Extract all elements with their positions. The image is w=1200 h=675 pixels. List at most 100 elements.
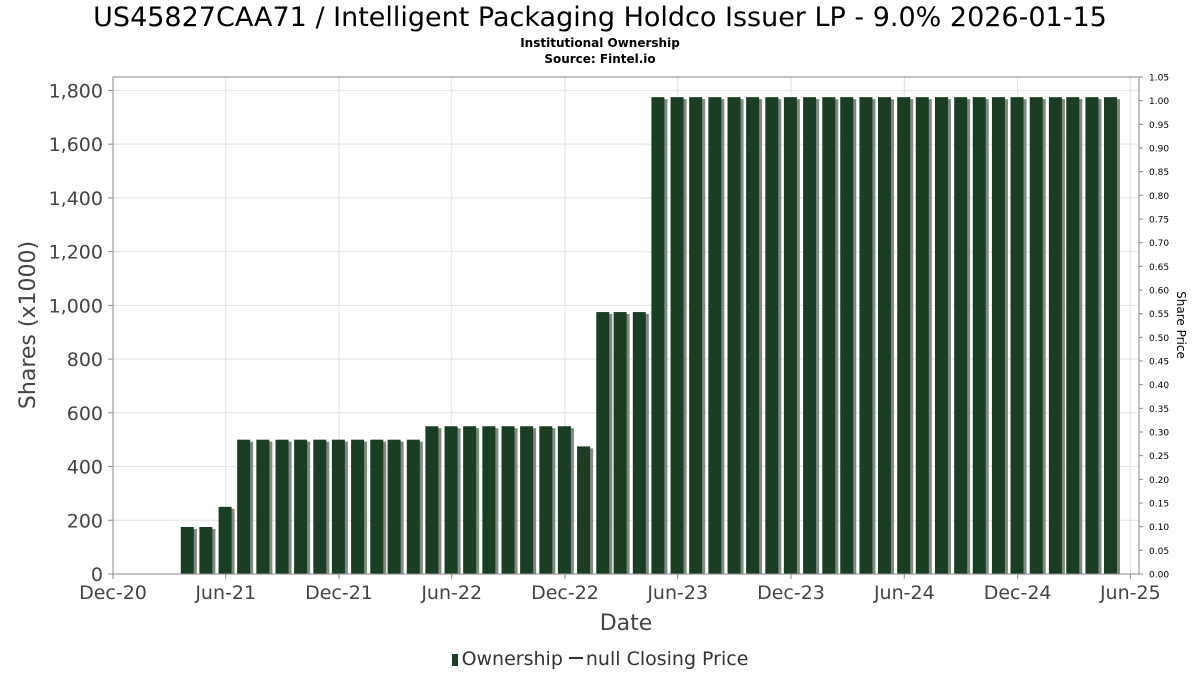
ownership-bar xyxy=(1066,97,1080,574)
y-axis-label: Shares (x1000) xyxy=(16,241,41,409)
y2-tick-label: 0.30 xyxy=(1149,429,1169,439)
ownership-bar xyxy=(577,446,591,574)
ownership-bar xyxy=(954,97,968,574)
y-axis: 0 200 400 600 800 1,000 1,200 1,400 1,600 1,800 xyxy=(49,80,113,586)
y2-tick-label: 0.50 xyxy=(1149,334,1169,344)
y2-tick-label: 0.85 xyxy=(1149,168,1169,178)
x-tick-label: Dec-21 xyxy=(305,582,373,604)
x-axis: Dec-20 Jun-21 Dec-21 Jun-22 Dec-22 Jun-23 Dec-… xyxy=(79,574,1161,604)
y2-tick-label: 0.70 xyxy=(1149,239,1169,249)
y-tick-label: 1,600 xyxy=(49,134,103,156)
y2-tick-label: 0.25 xyxy=(1149,452,1169,462)
ownership-bar xyxy=(783,97,797,574)
y2-tick-label: 0.55 xyxy=(1149,310,1169,320)
legend: Ownership null Closing Price xyxy=(0,647,1200,671)
legend-price-label: null Closing Price xyxy=(585,648,749,670)
ownership-bar xyxy=(387,439,401,574)
y-tick-label: 1,000 xyxy=(49,295,103,317)
y2-axis-label: Share Price xyxy=(1174,291,1188,359)
x-tick-label: Jun-22 xyxy=(420,582,482,604)
y2-tick-label: 0.80 xyxy=(1149,192,1169,202)
ownership-bar xyxy=(520,426,534,574)
ownership-bar xyxy=(1029,97,1043,574)
ownership-bar xyxy=(331,439,345,574)
y2-tick-label: 0.15 xyxy=(1149,500,1169,510)
ownership-legend-swatch xyxy=(451,654,458,666)
ownership-bar xyxy=(370,439,384,574)
ownership-bar xyxy=(180,526,194,574)
x-tick-label: Jun-24 xyxy=(873,582,935,604)
ownership-bar xyxy=(632,312,646,574)
ownership-bar xyxy=(803,97,817,574)
ownership-bar xyxy=(1104,97,1118,574)
ownership-bar xyxy=(294,439,308,574)
chart-source: Source: Fintel.io xyxy=(544,52,656,66)
y2-axis: 0.00 0.05 0.10 0.15 0.20 0.25 0.30 0.35 0.40 0.45… xyxy=(1139,74,1169,581)
x-tick-label: Dec-20 xyxy=(79,582,147,604)
ownership-bar xyxy=(689,97,703,574)
ownership-bar xyxy=(351,439,365,574)
ownership-bar xyxy=(651,97,665,574)
ownership-bar xyxy=(1085,97,1099,574)
y2-tick-label: 0.60 xyxy=(1149,287,1169,297)
chart-title: US45827CAA71 / Intelligent Packaging Hol… xyxy=(93,2,1107,33)
y-tick-label: 400 xyxy=(67,457,103,479)
plot-frame xyxy=(112,76,1140,575)
chart-subtitle: Institutional Ownership xyxy=(520,36,680,50)
y2-tick-label: 1.00 xyxy=(1149,97,1169,107)
y2-tick-label: 0.35 xyxy=(1149,405,1169,415)
ownership-bar xyxy=(972,97,986,574)
y-tick-label: 800 xyxy=(67,349,103,371)
ownership-bar xyxy=(746,97,760,574)
ownership-bar xyxy=(897,97,911,574)
ownership-bar xyxy=(934,97,948,574)
ownership-bar xyxy=(425,426,439,574)
y2-tick-label: 0.65 xyxy=(1149,263,1169,273)
ownership-bar xyxy=(256,439,270,574)
ownership-bar xyxy=(822,97,836,574)
x-tick-label: Jun-25 xyxy=(1099,582,1161,604)
x-tick-label: Dec-23 xyxy=(757,582,825,604)
ownership-bar xyxy=(275,439,289,574)
ownership-bar xyxy=(501,426,515,574)
ownership-bar xyxy=(237,439,251,574)
ownership-bar xyxy=(596,312,610,574)
bars-layer xyxy=(180,97,1121,574)
ownership-bar xyxy=(539,426,553,574)
ownership-bar xyxy=(840,97,854,574)
y-tick-label: 0 xyxy=(91,564,103,586)
ownership-bar xyxy=(313,439,327,574)
ownership-bar xyxy=(915,97,929,574)
ownership-bar xyxy=(1010,97,1024,574)
ownership-bar xyxy=(406,439,420,574)
ownership-bar xyxy=(991,97,1005,574)
y-tick-label: 200 xyxy=(67,510,103,532)
ownership-bar xyxy=(670,97,684,574)
ownership-bar xyxy=(727,97,741,574)
y-tick-label: 600 xyxy=(67,403,103,425)
y2-tick-label: 0.00 xyxy=(1149,571,1169,581)
y2-tick-label: 0.45 xyxy=(1149,358,1169,368)
ownership-bar xyxy=(765,97,779,574)
ownership-bar xyxy=(613,312,627,574)
y2-tick-label: 0.20 xyxy=(1149,476,1169,486)
y2-tick-label: 0.90 xyxy=(1149,145,1169,155)
ownership-bar xyxy=(444,426,458,574)
y2-tick-label: 0.10 xyxy=(1149,523,1169,533)
legend-ownership-label: Ownership xyxy=(461,648,563,670)
ownership-bar xyxy=(878,97,892,574)
y2-tick-label: 1.05 xyxy=(1149,74,1169,84)
y2-tick-label: 0.40 xyxy=(1149,381,1169,391)
ownership-bar xyxy=(557,426,571,574)
y2-tick-label: 0.95 xyxy=(1149,121,1169,131)
x-tick-label: Dec-22 xyxy=(531,582,599,604)
ownership-bar xyxy=(199,526,213,574)
ownership-bar xyxy=(859,97,873,574)
y2-tick-label: 0.75 xyxy=(1149,216,1169,226)
ownership-bar xyxy=(463,426,477,574)
ownership-bar xyxy=(218,506,232,574)
ownership-bar xyxy=(1048,97,1062,574)
x-tick-label: Jun-21 xyxy=(194,582,256,604)
x-tick-label: Dec-24 xyxy=(984,582,1052,604)
